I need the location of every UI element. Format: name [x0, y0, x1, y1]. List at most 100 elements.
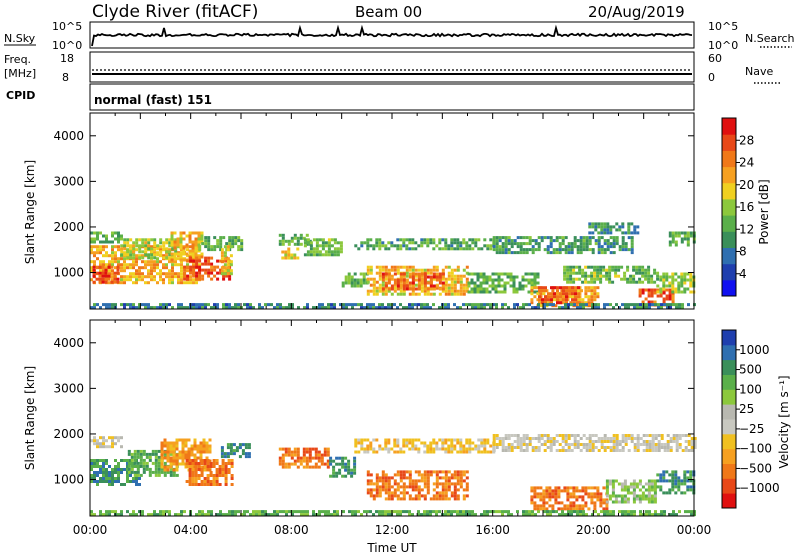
power-cell [582, 242, 586, 246]
power-cell [494, 284, 498, 288]
velocity-cell [620, 494, 624, 498]
power-cell [170, 252, 174, 256]
power-cell [111, 275, 114, 279]
power-cell [665, 288, 669, 292]
power-cell [174, 250, 178, 254]
velocity-cell [677, 488, 681, 492]
velocity-cell [531, 437, 535, 440]
power-cell [509, 278, 513, 282]
velocity-cell [300, 513, 303, 517]
power-colorbar-swatch [722, 247, 736, 265]
velocity-cell [153, 510, 156, 514]
velocity-cell [191, 459, 195, 462]
velocity-cell [557, 495, 561, 499]
power-cell [554, 298, 558, 302]
power-cell [95, 271, 99, 275]
power-cell [525, 248, 529, 252]
power-cell [423, 284, 427, 288]
power-cell [123, 247, 127, 251]
power-cell [348, 303, 351, 307]
power-cell [441, 247, 445, 251]
power-cell [470, 287, 474, 291]
power-cell [156, 244, 160, 248]
velocity-cell [561, 437, 565, 440]
velocity-cell [354, 441, 358, 445]
power-cell [683, 272, 687, 276]
power-cell [105, 245, 108, 249]
velocity-cell [618, 440, 622, 443]
velocity-cell [603, 437, 607, 440]
power-cell [276, 306, 279, 310]
velocity-cell [660, 446, 664, 449]
power-cell [168, 260, 171, 264]
velocity-cell [677, 485, 681, 489]
velocity-cell [584, 486, 588, 490]
power-cell [534, 306, 537, 310]
velocity-cell [683, 470, 687, 474]
velocity-cell [447, 438, 451, 442]
velocity-colorbar-swatch [722, 478, 736, 494]
velocity-cell [680, 491, 684, 495]
velocity-cell [230, 465, 234, 468]
velocity-cell [465, 510, 468, 514]
power-cell [318, 238, 322, 242]
velocity-cell [600, 437, 604, 440]
power-cell [447, 303, 450, 307]
power-cell [390, 287, 394, 291]
power-cell [650, 300, 654, 304]
velocity-cell [387, 494, 391, 498]
velocity-cell [585, 446, 589, 449]
power-cell [369, 268, 373, 272]
velocity-cell [627, 434, 631, 437]
power-cell [366, 241, 370, 245]
power-cell [509, 272, 513, 276]
power-cell [156, 263, 159, 267]
velocity-cell [588, 440, 592, 443]
power-cell [576, 251, 580, 255]
power-cell [381, 280, 385, 284]
power-cell [615, 222, 619, 226]
power-cell [191, 231, 195, 235]
power-cell [381, 278, 385, 282]
velocity-cell [132, 480, 135, 483]
velocity-cell [190, 450, 194, 454]
velocity-cell [444, 494, 448, 498]
power-cell [216, 303, 219, 307]
velocity-cell [435, 444, 439, 448]
power-cell [447, 274, 451, 278]
velocity-cell [549, 443, 553, 446]
velocity-cell [200, 483, 204, 486]
power-cell [192, 259, 196, 263]
power-cell [111, 240, 114, 244]
velocity-cell [576, 446, 580, 449]
velocity-cell [566, 486, 570, 490]
power-cell [420, 238, 424, 242]
power-cell [201, 268, 205, 272]
power-cell [432, 241, 436, 245]
velocity-cell [282, 510, 285, 514]
power-cell [605, 277, 609, 281]
velocity-cell [612, 434, 616, 437]
nsky-trace [91, 24, 693, 47]
velocity-cell [561, 510, 564, 514]
power-cell [114, 254, 117, 258]
velocity-cell [90, 462, 93, 465]
velocity-cell [620, 488, 624, 492]
power-cell [104, 274, 108, 278]
power-cell [549, 303, 552, 307]
power-cell [189, 259, 193, 263]
velocity-cell [105, 462, 108, 465]
power-cell [417, 284, 421, 288]
power-cell [165, 250, 169, 254]
power-cell [315, 244, 319, 248]
velocity-cell [426, 470, 430, 474]
power-cell [405, 265, 409, 269]
velocity-cell [381, 485, 385, 489]
velocity-cell [175, 438, 179, 442]
velocity-cell [136, 467, 140, 471]
velocity-cell [447, 444, 451, 448]
power-cell [183, 306, 186, 310]
power-cell [470, 278, 474, 282]
velocity-cell [209, 471, 213, 474]
velocity-y-tick-label: 3000 [53, 381, 84, 395]
